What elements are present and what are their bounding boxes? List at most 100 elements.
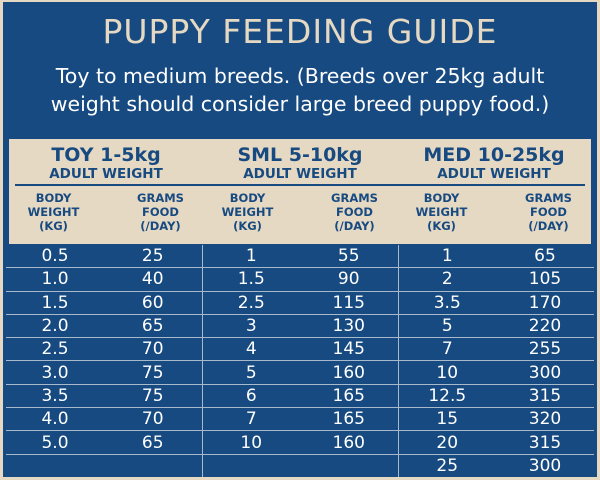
header-line: FOOD: [142, 205, 179, 219]
table-row: 1.0 40 1.5 90 2 105: [6, 267, 594, 292]
grams-food-cell: 300: [496, 453, 594, 477]
body-weight-cell: 3.5: [6, 383, 104, 408]
body-weight-cell: 20: [397, 430, 496, 455]
body-weight-cell: 3.0: [6, 360, 104, 385]
grams-food-cell: 90: [300, 267, 398, 292]
body-weight-cell: 2: [397, 267, 496, 292]
body-weight-cell: 10: [201, 430, 300, 455]
header-line: WEIGHT: [221, 205, 274, 219]
header-line: GRAMS: [331, 191, 378, 205]
body-weight-cell: 0.5: [41, 246, 69, 267]
table-row: 5.0 65 10 160 20 315: [6, 430, 594, 455]
header-line: (/DAY): [528, 219, 569, 233]
grams-food-cell: 220: [496, 313, 594, 338]
table-row: 2.5 70 4 145 7 255: [6, 337, 594, 361]
group-name: SML 5-10kg: [237, 144, 363, 166]
header-line: GRAMS: [525, 191, 572, 205]
page-title: PUPPY FEEDING GUIDE: [102, 12, 498, 51]
feeding-table: 0.5 25 1 55 1 65 1.0 40 1.5 90 2 105 1.5 60 2.5 115 3.5 1…: [6, 245, 594, 477]
grams-food-cell: 160: [300, 430, 398, 455]
table-row: 3.5 75 6 165 12.5 315: [6, 383, 594, 408]
body-weight-cell: 4.0: [6, 407, 104, 431]
body-weight-cell: [6, 453, 104, 477]
grams-food-cell: 70: [104, 337, 202, 361]
grams-food-cell: [104, 453, 202, 477]
grams-food-cell: 130: [300, 313, 398, 338]
body-column-header: BODY WEIGHT (KG): [199, 191, 296, 233]
grams-column-header: GRAMS FOOD (/DAY): [500, 191, 597, 233]
body-weight-cell: 6: [201, 383, 300, 408]
grams-food-cell: [300, 453, 398, 477]
header-line: WEIGHT: [27, 205, 80, 219]
group-name: TOY 1-5kg: [51, 144, 161, 166]
body-weight-cell: 1.5: [201, 267, 300, 292]
grams-food-cell: 70: [104, 407, 202, 431]
header-line: (KG): [233, 219, 262, 233]
grams-food-cell: 165: [300, 407, 398, 431]
group-sub: ADULT WEIGHT: [243, 166, 357, 182]
body-weight-cell: 15: [397, 407, 496, 431]
grams-column-header: GRAMS FOOD (/DAY): [306, 191, 403, 233]
body-weight-cell: 4: [201, 337, 300, 361]
grams-food-cell: 65: [104, 313, 202, 338]
header-divider: [15, 184, 585, 186]
body-weight-cell: 1.5: [6, 290, 104, 315]
subtitle: Toy to medium breeds. (Breeds over 25kg …: [3, 62, 597, 118]
body-weight-cell: 5: [201, 360, 300, 385]
grams-food-cell: 75: [104, 383, 202, 408]
group-header: TOY 1-5kg ADULT WEIGHT: [9, 144, 203, 183]
body-weight-cell: 3.5: [397, 290, 496, 315]
header-line: FOOD: [530, 205, 567, 219]
body-weight-cell: 1: [201, 245, 300, 268]
table-row: 4.0 70 7 165 15 320: [6, 407, 594, 431]
body-weight-cell: 7: [201, 407, 300, 431]
group-header: SML 5-10kg ADULT WEIGHT: [203, 144, 397, 183]
body-weight-cell: [201, 453, 300, 477]
table-row: 0.5 25 1 55 1 65: [6, 245, 594, 268]
subtitle-line-2: weight should consider large breed puppy…: [50, 92, 550, 116]
header-line: BODY: [35, 191, 72, 205]
grams-food-cell: 170: [496, 290, 594, 315]
body-weight-cell: 12.5: [397, 383, 496, 408]
header-line: GRAMS: [137, 191, 184, 205]
body-column-header: BODY WEIGHT (KG): [5, 191, 102, 233]
grams-food-cell: 255: [496, 337, 594, 361]
header-line: (KG): [39, 219, 68, 233]
grams-food-cell: 65: [104, 430, 202, 455]
grams-food-cell: 60: [104, 290, 202, 315]
body-weight-cell: 1: [397, 245, 496, 268]
table-row: 3.0 75 5 160 10 300: [6, 360, 594, 385]
grams-column-header: GRAMS FOOD (/DAY): [112, 191, 209, 233]
body-weight-cell: 2.5: [6, 337, 104, 361]
body-weight-cell: 10: [397, 360, 496, 385]
table-row: 2.0 65 3 130 5 220: [6, 313, 594, 338]
header-line: (/DAY): [140, 219, 181, 233]
group-name: MED 10-25kg: [423, 144, 565, 166]
table-header: TOY 1-5kg ADULT WEIGHT BODY WEIGHT (KG) GRAMS…: [9, 139, 591, 244]
grams-food-cell: 315: [496, 383, 594, 408]
grams-food-cell: 315: [496, 430, 594, 455]
body-weight-cell: 2.0: [6, 313, 104, 338]
grams-food-cell: 25: [141, 246, 164, 267]
body-weight-cell: 2.5: [201, 290, 300, 315]
grams-food-cell: 115: [300, 290, 398, 315]
header-line: BODY: [229, 191, 266, 205]
body-weight-cell: 1.0: [6, 267, 104, 292]
header-line: BODY: [423, 191, 460, 205]
grams-food-cell: 65: [534, 246, 556, 267]
grams-food-cell: 55: [337, 246, 360, 267]
header-line: (KG): [427, 219, 456, 233]
subtitle-line-1: Toy to medium breeds. (Breeds over 25kg …: [55, 64, 545, 88]
grams-food-cell: 165: [300, 383, 398, 408]
group-header: MED 10-25kg ADULT WEIGHT: [397, 144, 591, 183]
body-weight-cell: 7: [397, 337, 496, 361]
body-column-header: BODY WEIGHT (KG): [393, 191, 490, 233]
grams-food-cell: 40: [104, 267, 202, 292]
header-line: (/DAY): [334, 219, 375, 233]
feeding-guide-panel: PUPPY FEEDING GUIDE Toy to medium breeds…: [3, 2, 597, 477]
group-sub: ADULT WEIGHT: [49, 166, 163, 182]
header-line: FOOD: [336, 205, 373, 219]
group-sub: ADULT WEIGHT: [437, 166, 551, 182]
header-line: WEIGHT: [415, 205, 468, 219]
grams-food-cell: 145: [300, 337, 398, 361]
